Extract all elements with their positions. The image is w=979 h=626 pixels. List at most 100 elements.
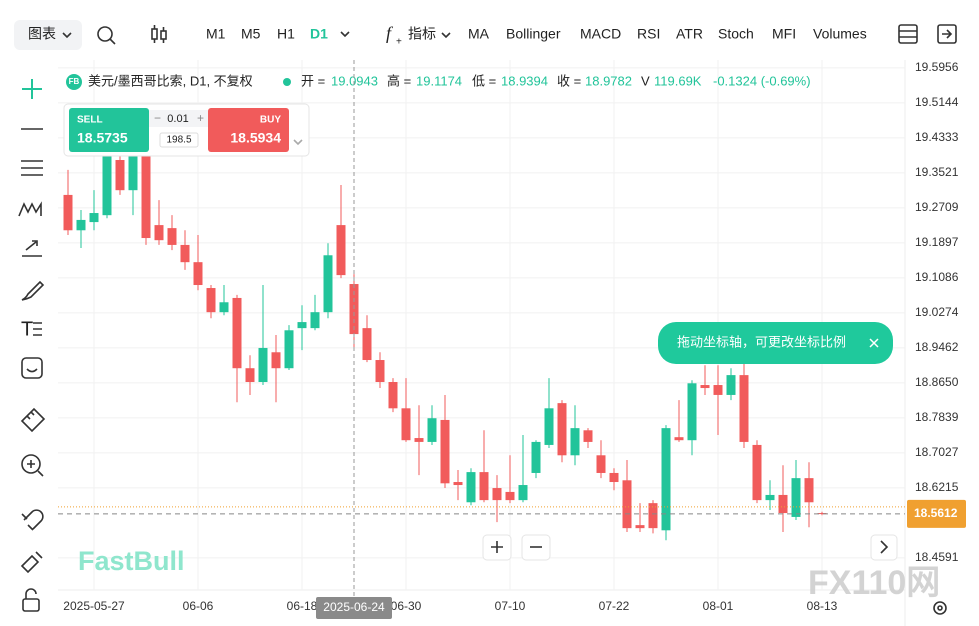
scroll-right-icon[interactable] (880, 540, 889, 554)
magnet-tool[interactable] (21, 509, 44, 531)
sell-price[interactable]: 18.5735 (77, 130, 128, 146)
candle-body (89, 213, 99, 223)
chevron (62, 32, 72, 39)
indicator[interactable]: MA (468, 26, 490, 42)
indicator[interactable]: RSI (637, 26, 660, 42)
indicator[interactable]: Volumes (813, 26, 867, 42)
candle-body (518, 485, 528, 501)
x-tick-label: 07-22 (599, 599, 630, 613)
crosshair-tool[interactable] (22, 79, 42, 99)
channel-tool[interactable] (21, 160, 43, 176)
symbol-badge-text: FB (69, 77, 80, 86)
timeframe-active[interactable]: D1 (310, 26, 328, 42)
y-tick-label: 19.3521 (915, 165, 959, 179)
candle-body (661, 428, 671, 531)
chart-menu-button[interactable] (14, 20, 82, 50)
open-value: 19.0943 (331, 73, 378, 88)
lot-value[interactable]: 0.01 (167, 113, 188, 125)
change-value: -0.1324 (-0.69%) (713, 73, 811, 88)
lot-plus[interactable]: + (197, 111, 204, 125)
indicator[interactable]: MACD (580, 26, 621, 42)
emoji-tool[interactable] (21, 357, 43, 379)
y-tick-label: 18.7027 (915, 445, 959, 459)
zoom-tool[interactable] (21, 454, 44, 477)
chevron[interactable] (441, 32, 451, 39)
candle-body (206, 288, 216, 313)
candle-body (245, 368, 255, 383)
buy-button[interactable] (208, 108, 289, 152)
erase-tool[interactable] (20, 551, 43, 574)
sell-label[interactable]: SELL (77, 115, 103, 126)
y-tick-label: 19.1897 (915, 235, 959, 249)
brush-tool[interactable] (21, 280, 45, 301)
watermark: FX110网 (808, 564, 940, 602)
close-label: 收 = (557, 73, 581, 88)
tooltip-text: 拖动坐标轴，可更改坐标比例 (677, 334, 846, 349)
candle-body (414, 438, 424, 442)
indicator-icon: + (396, 37, 402, 48)
candle-body (635, 525, 645, 529)
chevron[interactable] (340, 31, 350, 38)
buy-label[interactable]: BUY (260, 115, 281, 126)
candle-body (115, 160, 125, 191)
candle-body (258, 347, 268, 383)
candle-body (180, 244, 190, 263)
high-value: 19.1174 (416, 73, 462, 88)
collapse-icon[interactable] (293, 139, 303, 146)
candle-body (375, 360, 385, 383)
candle-body (102, 155, 112, 216)
tooltip-close[interactable] (869, 338, 879, 348)
candle-body (76, 219, 86, 231)
status-dot (283, 78, 291, 86)
candle-body (570, 428, 580, 456)
y-tick-label: 18.8650 (915, 375, 959, 389)
candle-body (336, 225, 346, 276)
text-tool[interactable]: T (21, 318, 33, 340)
candle-body (544, 408, 554, 445)
pattern-tool[interactable] (18, 201, 42, 217)
timeframe[interactable]: M1 (206, 26, 226, 42)
crosshair-label: 2025-06-24 (323, 600, 385, 614)
x-tick-label: 06-18 (287, 599, 318, 613)
candle-body (622, 480, 632, 529)
chart-menu-label[interactable]: 图表 (28, 26, 56, 42)
timeframe[interactable]: H1 (277, 26, 295, 42)
projection-tool[interactable] (22, 240, 42, 257)
candle-body (752, 444, 762, 501)
candle-type-icon[interactable] (151, 25, 167, 43)
candle-body (648, 503, 658, 529)
candle-body (323, 255, 333, 313)
lot-minus[interactable]: − (154, 111, 161, 125)
exit-icon[interactable] (937, 24, 957, 44)
indicator[interactable]: ATR (676, 26, 703, 42)
lock-tool[interactable] (22, 588, 40, 612)
layout-icon[interactable] (898, 24, 918, 44)
candle-body (427, 418, 437, 442)
buy-price[interactable]: 18.5934 (230, 130, 281, 146)
sell-button[interactable] (69, 108, 149, 152)
indicator[interactable]: Stoch (718, 26, 754, 42)
search-icon[interactable] (97, 26, 116, 45)
volume-value: 119.69K (654, 73, 702, 88)
zoom-in-icon[interactable] (491, 541, 503, 553)
close-value: 18.9782 (585, 73, 632, 88)
scroll-right-button[interactable] (870, 534, 898, 561)
lot-box[interactable] (149, 110, 208, 127)
candle-body (310, 312, 320, 329)
ruler-tool[interactable] (20, 407, 46, 433)
y-tick-label: 18.9462 (915, 340, 959, 354)
indicator[interactable]: Bollinger (506, 26, 561, 42)
indicators-button[interactable]: 指标 (408, 26, 436, 42)
high-label: 高 = (387, 73, 411, 88)
candle-body (505, 491, 515, 501)
candle-body (739, 375, 749, 442)
candle-body (128, 155, 138, 191)
text-tool[interactable] (33, 322, 42, 336)
candle-body (362, 328, 372, 361)
settings-icon[interactable] (933, 601, 947, 615)
indicator[interactable]: MFI (772, 26, 796, 42)
timeframe[interactable]: M5 (241, 26, 261, 42)
candle-body (284, 330, 294, 369)
candle-body (791, 478, 801, 517)
